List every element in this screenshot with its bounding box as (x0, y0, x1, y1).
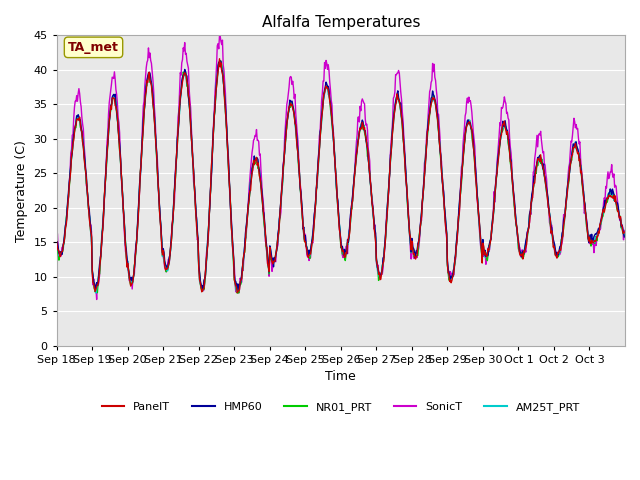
X-axis label: Time: Time (326, 371, 356, 384)
Legend: PanelT, HMP60, NR01_PRT, SonicT, AM25T_PRT: PanelT, HMP60, NR01_PRT, SonicT, AM25T_P… (97, 398, 584, 418)
Text: TA_met: TA_met (68, 41, 119, 54)
Title: Alfalfa Temperatures: Alfalfa Temperatures (262, 15, 420, 30)
Y-axis label: Temperature (C): Temperature (C) (15, 140, 28, 241)
